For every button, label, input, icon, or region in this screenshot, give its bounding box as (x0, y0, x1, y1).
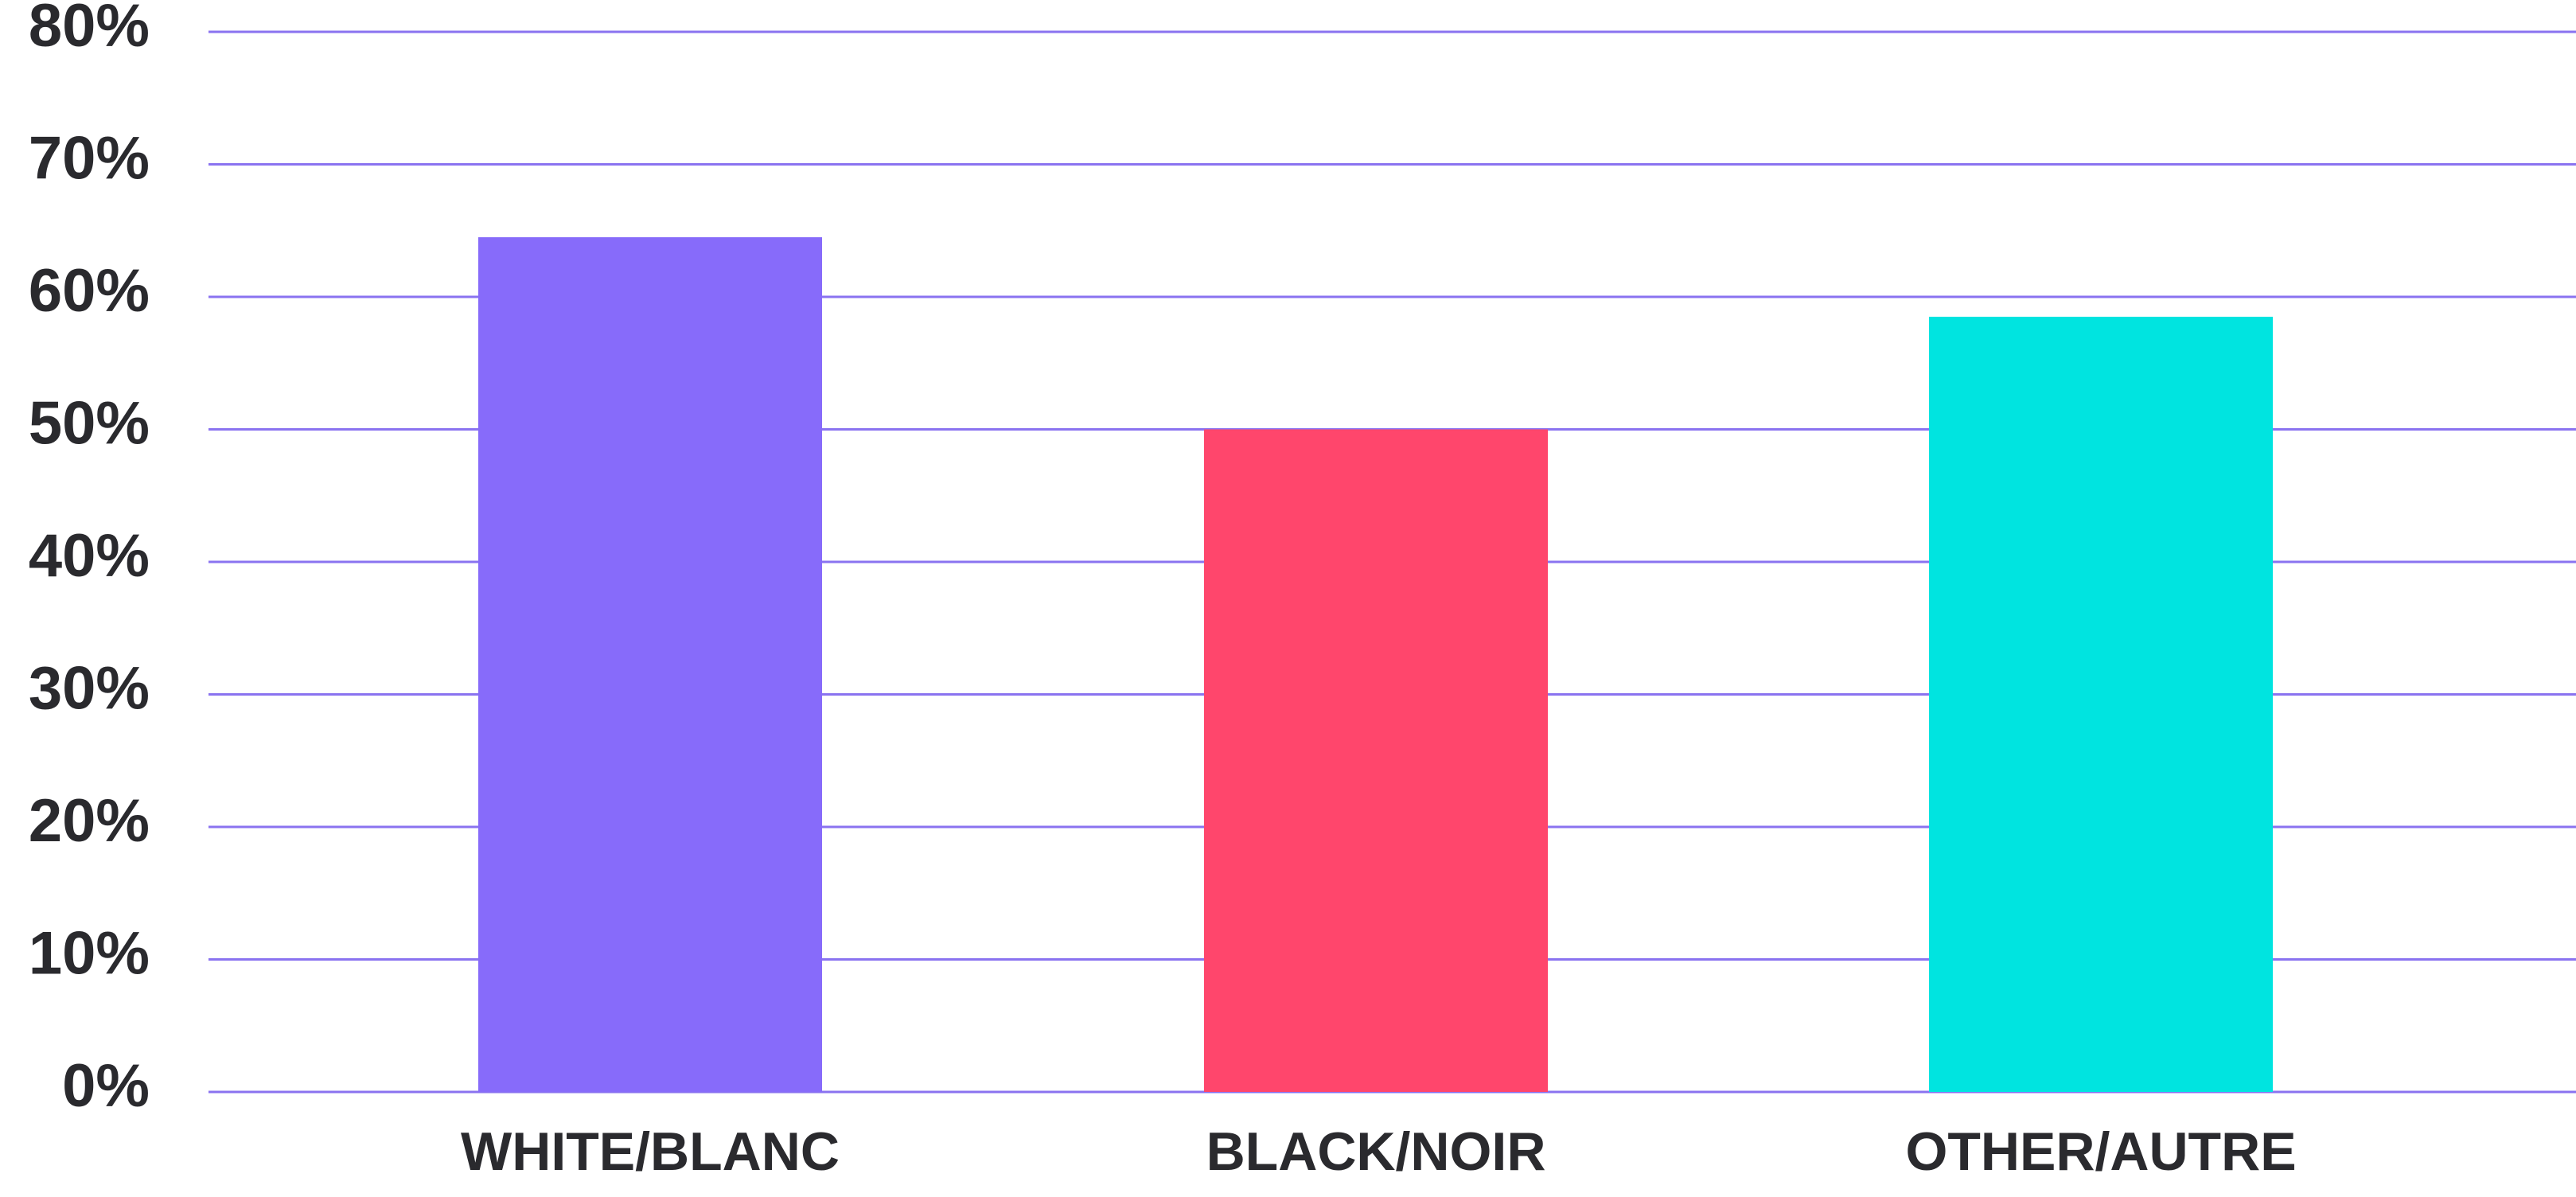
x-category-label: OTHER/AUTRE (1905, 1121, 2296, 1182)
bars (478, 237, 2273, 1093)
y-tick-label: 80% (29, 0, 150, 60)
y-tick-label: 70% (29, 125, 150, 193)
y-tick-label: 10% (29, 920, 150, 988)
y-axis-tick-labels: 0% 10% 20% 30% 40% 50% 60% 70% 80% (29, 0, 150, 1120)
y-tick-label: 20% (29, 787, 150, 855)
y-tick-label: 40% (29, 522, 150, 590)
bar-white-blanc (478, 237, 822, 1093)
bar-black-noir (1204, 429, 1548, 1092)
x-category-label: WHITE/BLANC (461, 1121, 840, 1182)
x-category-label: BLACK/NOIR (1206, 1121, 1546, 1182)
y-tick-label: 60% (29, 257, 150, 325)
y-tick-label: 0% (62, 1052, 150, 1120)
bar-other-autre (1929, 316, 2273, 1093)
y-tick-label: 30% (29, 655, 150, 723)
y-tick-label: 50% (29, 390, 150, 458)
x-axis-category-labels: WHITE/BLANC BLACK/NOIR OTHER/AUTRE (461, 1121, 2297, 1182)
